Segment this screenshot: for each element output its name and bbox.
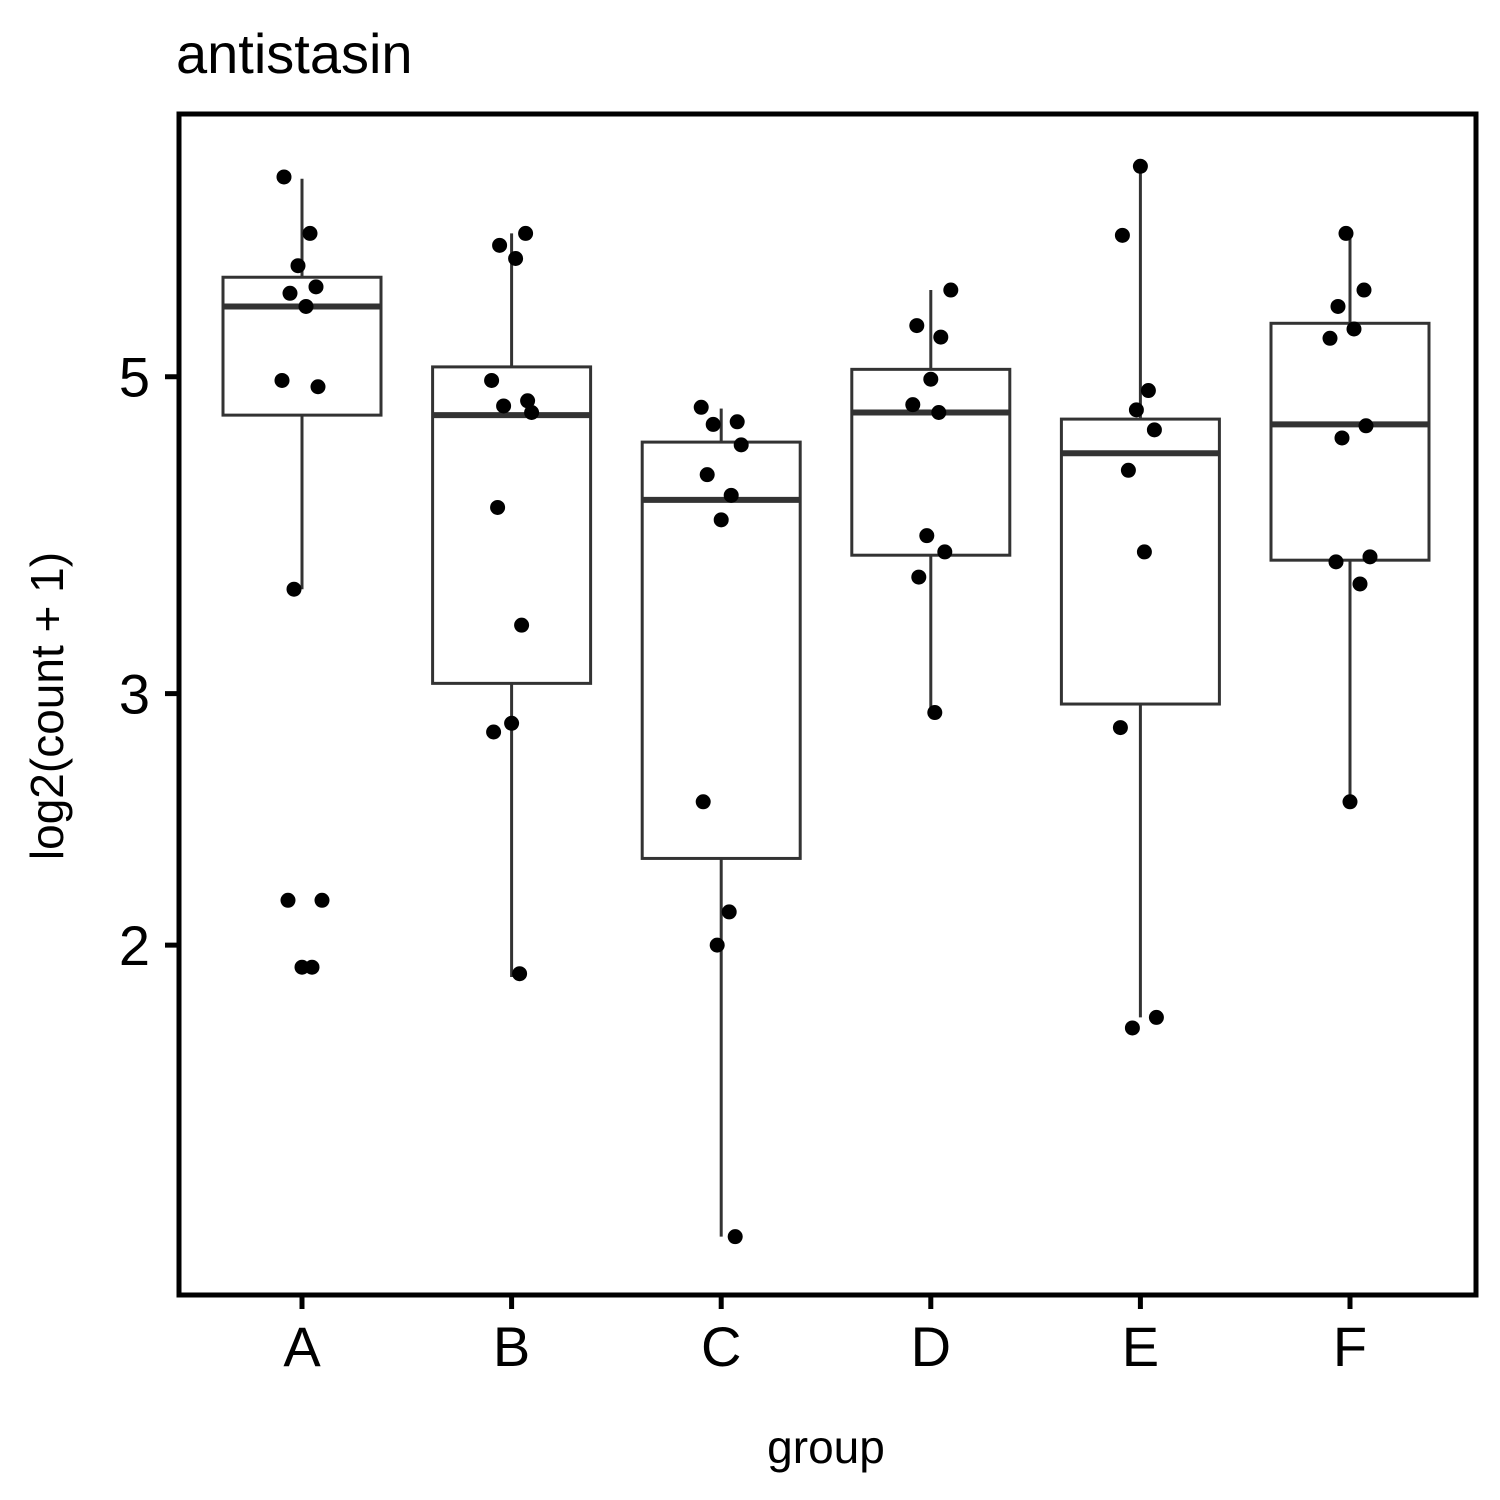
data-point-a	[302, 225, 318, 241]
data-point-a	[280, 892, 296, 908]
data-point-a	[274, 372, 290, 388]
data-point-a	[314, 892, 330, 908]
data-point-f	[1346, 321, 1362, 337]
data-point-d	[911, 569, 927, 585]
data-point-e	[1124, 1020, 1140, 1036]
box-c	[640, 440, 802, 860]
data-point-e	[1148, 1009, 1164, 1025]
data-point-b	[514, 617, 530, 633]
data-point-f	[1334, 430, 1350, 446]
y-axis: 2 3 5	[119, 346, 179, 977]
data-point-f	[1342, 794, 1358, 810]
data-point-c	[709, 937, 725, 953]
data-point-b	[484, 372, 500, 388]
data-point-d	[909, 318, 925, 334]
data-point-e	[1112, 720, 1128, 736]
plot-panel-border	[176, 111, 1479, 1298]
data-point-a	[286, 581, 302, 597]
x-axis: A B C D E F	[283, 1295, 1367, 1378]
x-tick-label: E	[1122, 1315, 1159, 1378]
box-b	[431, 365, 593, 685]
data-point-b	[512, 966, 528, 982]
data-point-d	[927, 705, 943, 721]
data-point-e	[1140, 383, 1156, 399]
data-point-f	[1322, 330, 1338, 346]
data-point-b	[496, 398, 512, 414]
box-a	[221, 275, 383, 417]
data-point-c	[723, 487, 739, 503]
data-point-e	[1114, 227, 1130, 243]
data-point-e	[1120, 462, 1136, 478]
data-point-c	[733, 437, 749, 453]
data-point-d	[919, 528, 935, 544]
data-point-b	[492, 237, 508, 253]
data-point-c	[699, 467, 715, 483]
y-axis-label: log2(count + 1)	[21, 552, 73, 860]
data-point-c	[727, 1229, 743, 1245]
y-tick-label: 2	[119, 914, 150, 977]
x-tick-label: C	[701, 1315, 741, 1378]
data-point-f	[1338, 225, 1354, 241]
data-point-c	[705, 416, 721, 432]
x-tick-label: D	[911, 1315, 951, 1378]
data-point-d	[943, 282, 959, 298]
data-point-f	[1328, 554, 1344, 570]
data-point-c	[693, 399, 709, 415]
chart-title: antistasin	[176, 22, 413, 85]
data-point-d	[923, 371, 939, 387]
data-point-d	[931, 404, 947, 420]
data-point-b	[524, 404, 540, 420]
data-point-f	[1362, 549, 1378, 565]
data-point-f	[1330, 298, 1346, 314]
data-point-f	[1352, 576, 1368, 592]
data-point-c	[729, 414, 745, 430]
x-tick-label: F	[1333, 1315, 1367, 1378]
data-point-b	[486, 724, 502, 740]
x-tick-label: B	[493, 1315, 530, 1378]
data-point-c	[721, 904, 737, 920]
data-point-c	[713, 512, 729, 528]
data-point-a	[290, 258, 306, 274]
data-point-b	[520, 393, 536, 409]
data-point-b	[504, 715, 520, 731]
x-axis-label: group	[767, 1421, 885, 1473]
data-point-a	[282, 285, 298, 301]
plot-marks	[221, 158, 1431, 1245]
data-point-a	[298, 298, 314, 314]
box-e	[1059, 417, 1221, 706]
data-point-b	[508, 251, 524, 267]
x-tick-label: A	[283, 1315, 321, 1378]
data-point-c	[695, 794, 711, 810]
data-point-e	[1128, 402, 1144, 418]
box-f	[1269, 321, 1431, 562]
data-point-f	[1356, 282, 1372, 298]
data-point-d	[937, 544, 953, 560]
data-point-a	[276, 169, 292, 185]
data-point-e	[1146, 422, 1162, 438]
y-tick-label: 5	[119, 346, 150, 409]
data-point-a	[310, 379, 326, 395]
data-point-a	[294, 959, 310, 975]
data-point-b	[490, 499, 506, 515]
box-d	[850, 367, 1012, 557]
y-tick-label: 3	[119, 663, 150, 726]
data-point-d	[933, 329, 949, 345]
data-point-f	[1358, 418, 1374, 434]
data-point-d	[905, 397, 921, 413]
data-point-a	[308, 279, 324, 295]
data-point-b	[518, 225, 534, 241]
data-point-e	[1136, 544, 1152, 560]
data-point-e	[1132, 158, 1148, 174]
